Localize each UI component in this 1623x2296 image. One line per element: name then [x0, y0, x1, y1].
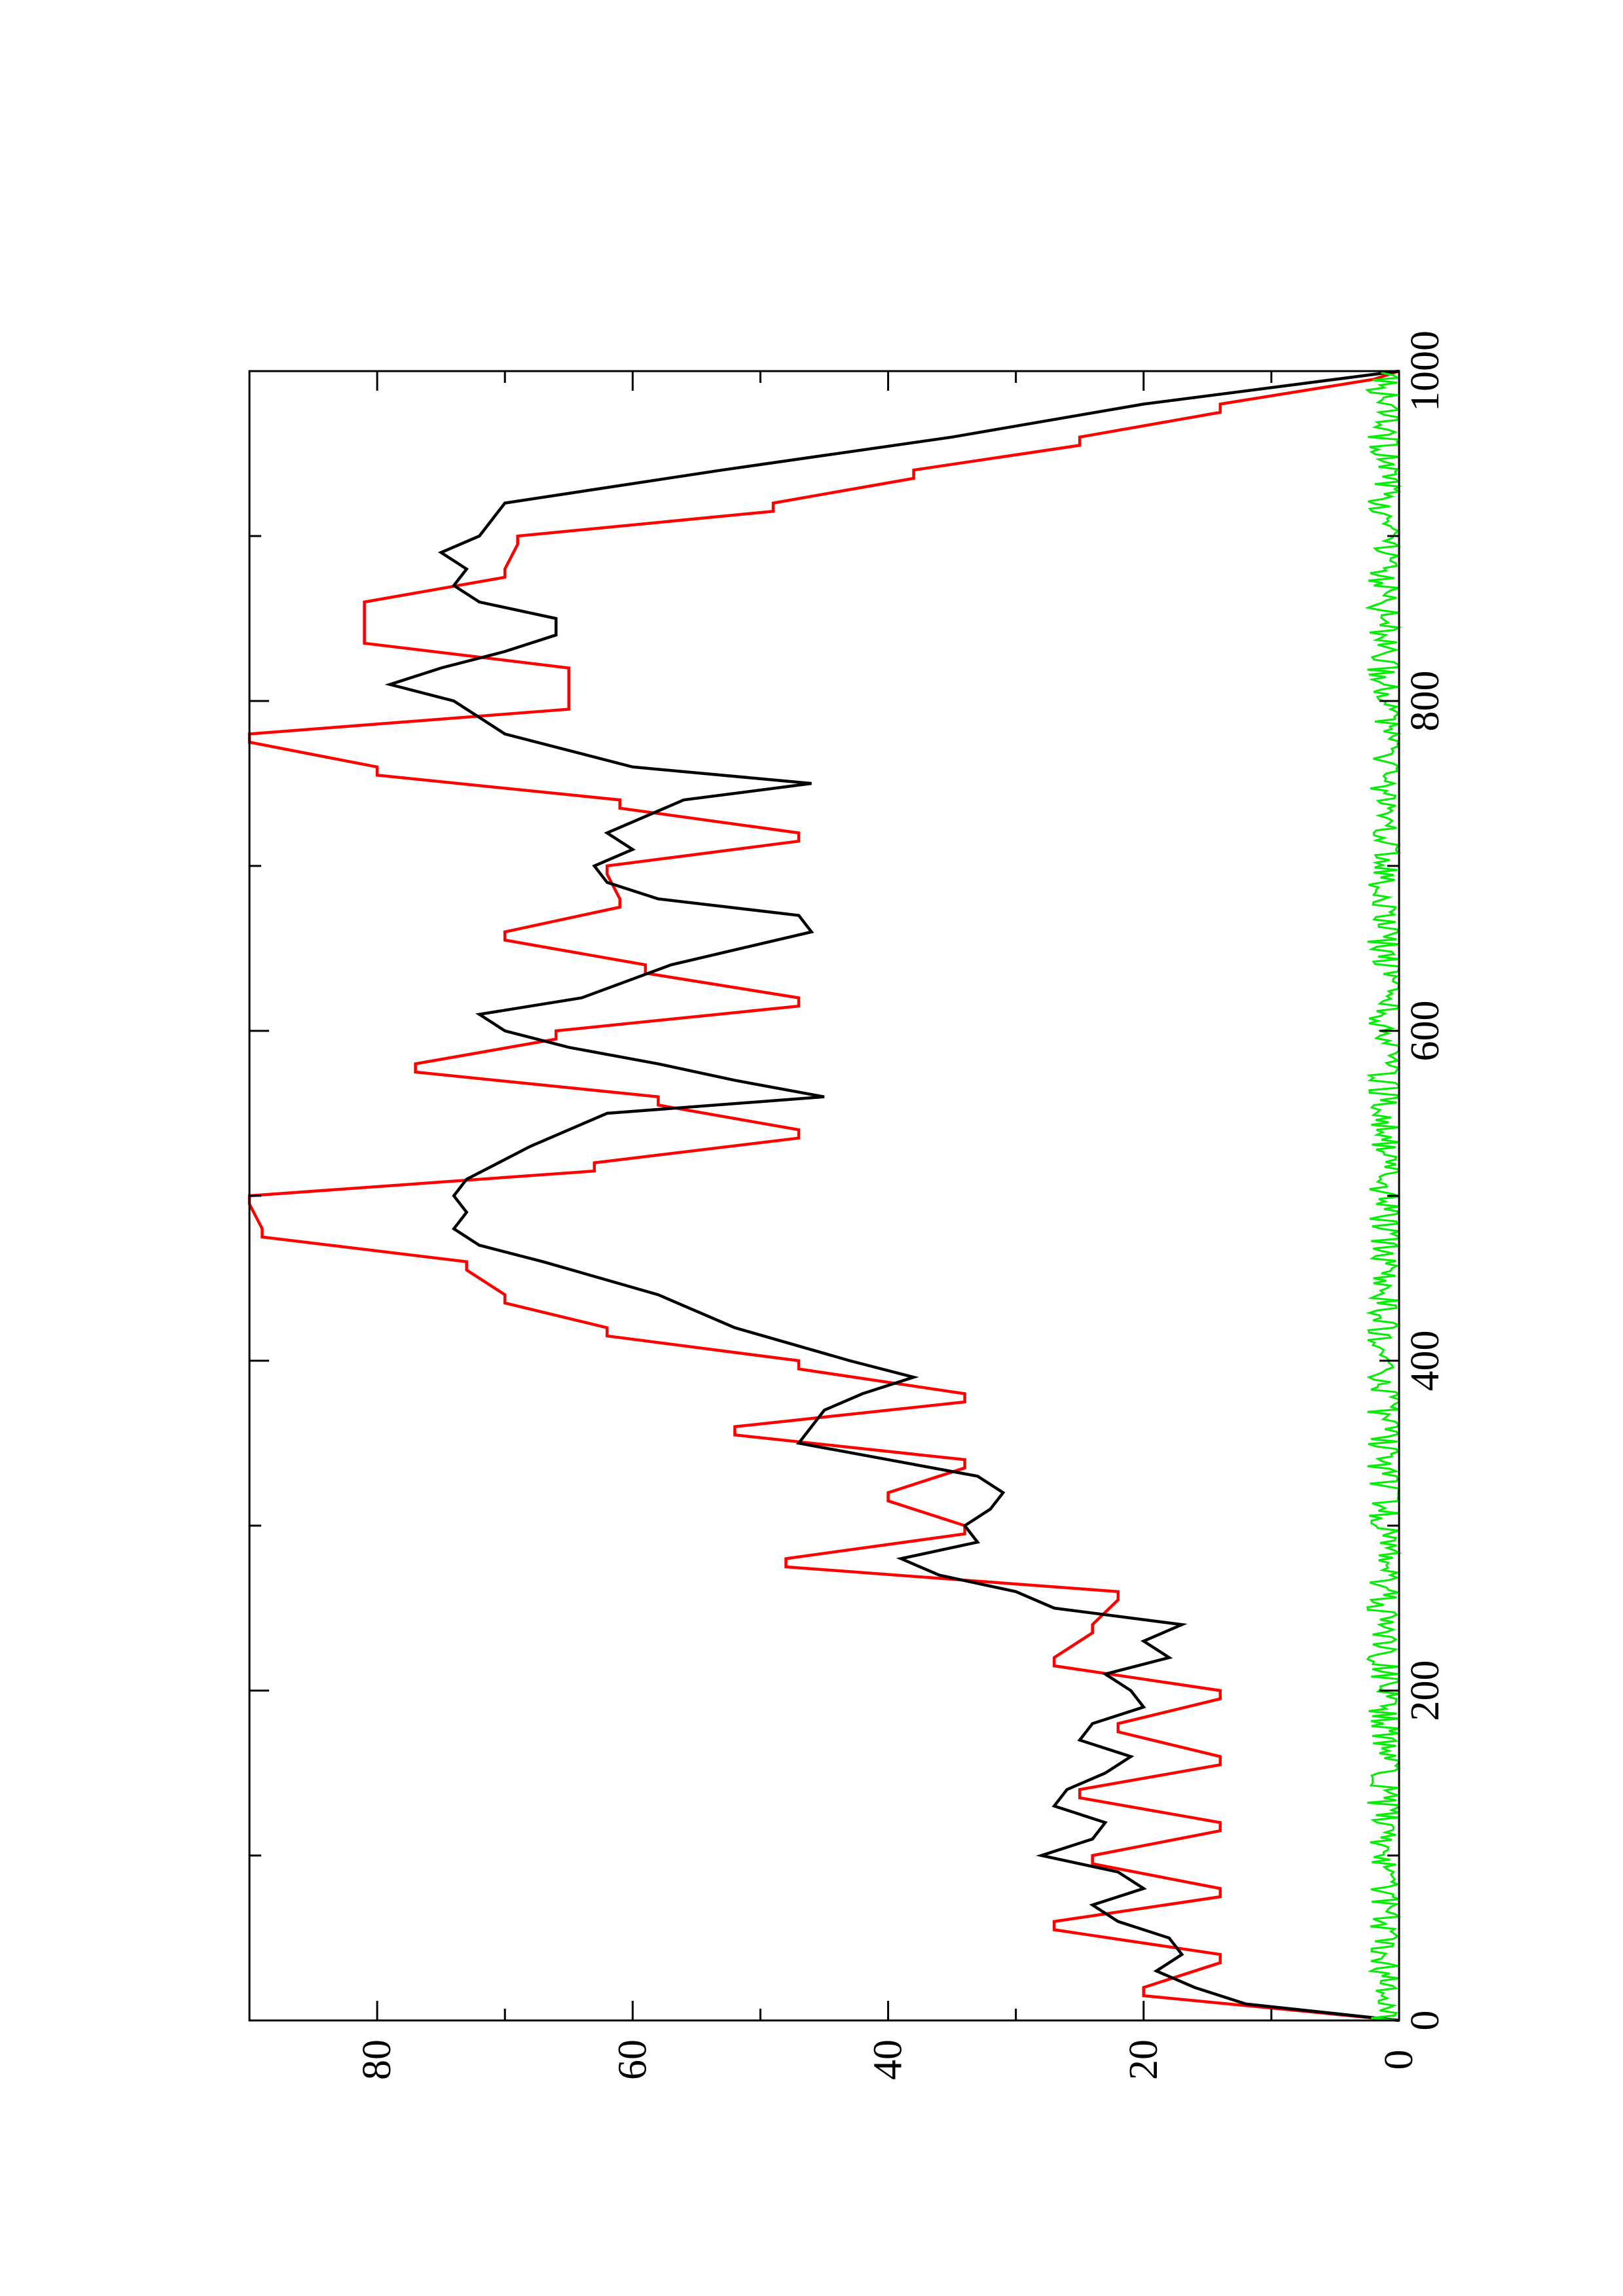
- plot-frame: [248, 370, 1400, 2022]
- y-tick-label: 20: [1122, 2039, 1166, 2080]
- x-tick-label: 1000: [1403, 331, 1448, 412]
- y-tick-label: 60: [610, 2039, 655, 2080]
- x-tick-label: 0: [1403, 2011, 1448, 2031]
- x-tick-label: 200: [1403, 1660, 1448, 1721]
- tick-labels: 0 200 400 600 800 1000 0 20 40 60 80: [355, 331, 1448, 2080]
- series-line-1: [247, 369, 1400, 2022]
- x-tick-label: 600: [1403, 1001, 1448, 1062]
- plot-area: [247, 369, 1402, 2022]
- series-line-2: [384, 369, 1400, 2022]
- x-tick-label: 400: [1403, 1331, 1448, 1391]
- x-tick-label: 800: [1403, 671, 1448, 732]
- y-tick-label: 80: [355, 2039, 399, 2080]
- axis-ticks: [249, 370, 1400, 2022]
- y-tick-label: 0: [1377, 2050, 1421, 2070]
- y-tick-label: 40: [866, 2039, 911, 2080]
